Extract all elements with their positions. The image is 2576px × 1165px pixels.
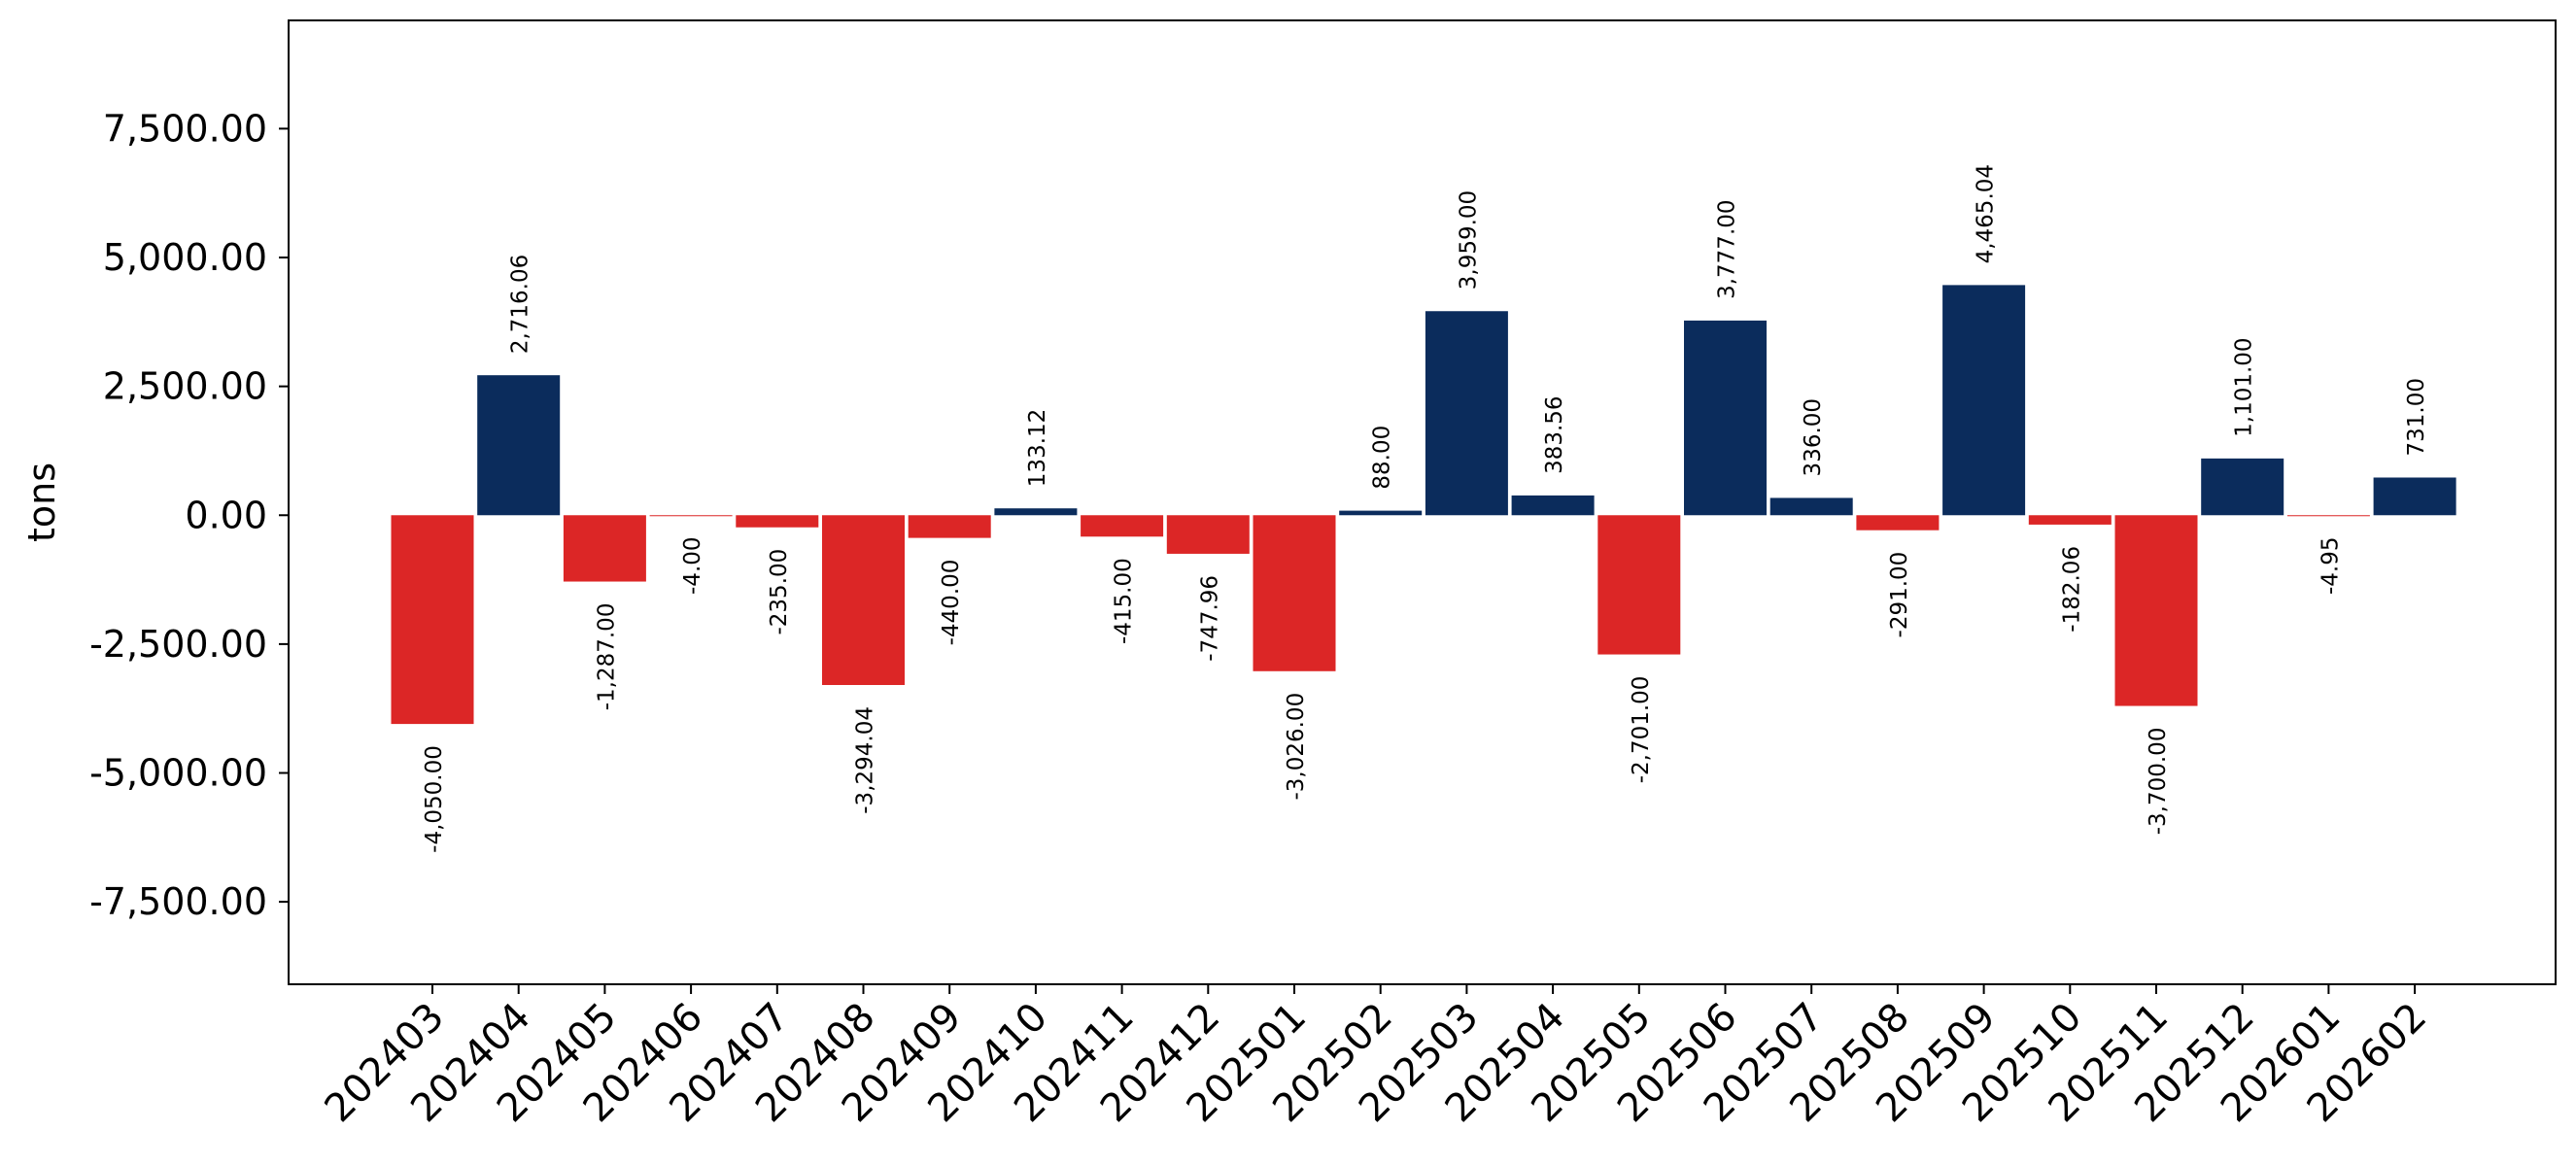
- bar: [1166, 515, 1250, 554]
- bar: [2286, 515, 2370, 517]
- bar-value-label: 3,959.00: [1456, 190, 1481, 290]
- bar: [994, 508, 1078, 516]
- bar: [649, 515, 733, 517]
- bar-value-label: 133.12: [1025, 409, 1050, 487]
- bar: [2201, 458, 2284, 516]
- y-tick-label: -7,500.00: [89, 880, 267, 923]
- x-axis: 2024032024042024052024062024072024082024…: [317, 984, 2435, 1131]
- bar: [563, 515, 646, 582]
- bar: [1597, 515, 1681, 655]
- bar: [1769, 497, 1853, 516]
- bar-value-label: -440.00: [939, 560, 964, 646]
- bar: [1511, 495, 1595, 516]
- bar-value-label: -235.00: [767, 549, 792, 635]
- bars: [391, 285, 2456, 725]
- bar: [477, 375, 561, 516]
- bar-value-label: 1,101.00: [2232, 337, 2257, 436]
- bar: [822, 515, 905, 686]
- bar-value-label: -4,050.00: [422, 745, 447, 853]
- bar-value-label: 3,777.00: [1715, 199, 1740, 298]
- bar: [1081, 515, 1164, 537]
- bar: [1942, 285, 2026, 516]
- bar-value-label: -3,700.00: [2146, 728, 2171, 836]
- bar-value-label: 383.56: [1542, 395, 1567, 473]
- bar-value-label: 2,716.06: [508, 255, 533, 354]
- y-tick-label: 2,500.00: [103, 365, 267, 408]
- bar-value-label: -1,287.00: [594, 603, 619, 711]
- y-tick-label: -5,000.00: [89, 752, 267, 795]
- bar: [1253, 515, 1336, 671]
- y-axis-label: tons: [20, 463, 63, 542]
- bar-value-label: -2,701.00: [1629, 676, 1654, 784]
- bar: [1339, 510, 1423, 516]
- bar-value-label: -3,026.00: [1284, 693, 1309, 801]
- bar-value-label: 4,465.04: [1974, 164, 1999, 263]
- bar: [2028, 515, 2112, 525]
- bar: [1856, 515, 1940, 531]
- y-tick-label: 7,500.00: [103, 107, 267, 150]
- bar-value-label: 88.00: [1370, 426, 1395, 490]
- bar-value-label: -291.00: [1887, 552, 1912, 638]
- y-tick-label: 5,000.00: [103, 236, 267, 279]
- bar: [736, 515, 819, 528]
- bar-value-label: 731.00: [2404, 378, 2429, 456]
- bar-value-label: -4.00: [680, 536, 705, 595]
- bar: [1684, 320, 1767, 516]
- bar: [391, 515, 474, 725]
- bar-value-label: 336.00: [1801, 398, 1826, 476]
- bar-value-label: -3,294.04: [853, 706, 878, 814]
- bar-value-label: -182.06: [2059, 546, 2084, 633]
- plot-area: [288, 19, 2557, 985]
- bar: [2373, 477, 2456, 516]
- y-axis: -7,500.00 -5,000.00 -2,500.00 0.00 2,500.00 5…: [89, 107, 289, 923]
- bar-value-label: -4.95: [2318, 537, 2343, 596]
- bar: [1425, 311, 1508, 516]
- bar-value-labels: -4,050.00 2,716.06 -1,287.00 -4.00 -235.00 -3…: [422, 164, 2429, 853]
- bar: [2114, 515, 2198, 706]
- y-tick-label: -2,500.00: [89, 623, 267, 666]
- bar: [908, 515, 991, 538]
- y-tick-label: 0.00: [185, 494, 267, 536]
- bar-value-label: -747.96: [1197, 575, 1222, 662]
- bar-value-label: -415.00: [1112, 558, 1137, 644]
